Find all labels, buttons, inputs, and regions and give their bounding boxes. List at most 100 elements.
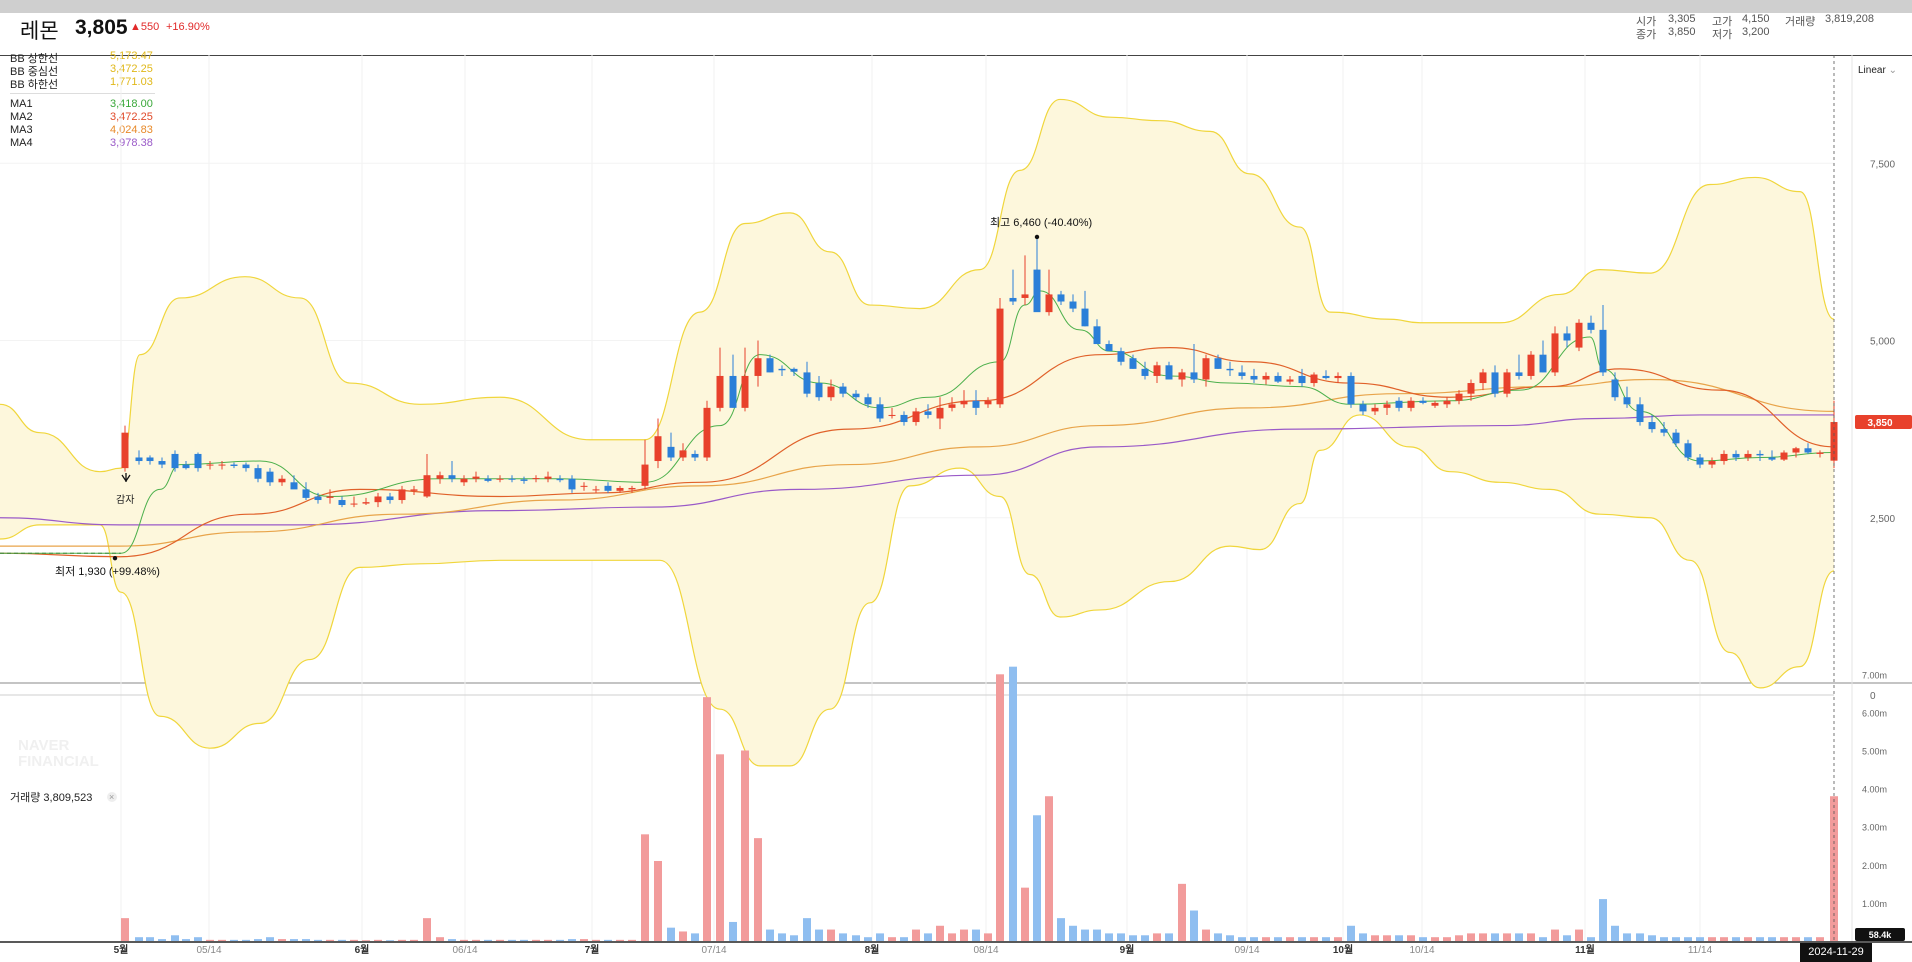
volume-bar — [1262, 937, 1270, 941]
volume-bar — [876, 933, 884, 941]
candle-body — [936, 407, 944, 419]
candle-body — [1165, 365, 1173, 380]
low-annotation: 최저 1,930 (+99.48%) — [55, 565, 160, 578]
candle-body — [679, 450, 687, 458]
candle-body — [266, 471, 274, 483]
high-annotation: 최고 6,460 (-40.40%) — [990, 216, 1092, 229]
volume-bar — [1153, 933, 1161, 941]
volume-bar — [716, 754, 724, 941]
volume-value-label: 58.4k — [1869, 930, 1893, 940]
candle-body — [1202, 358, 1210, 380]
candle-body — [592, 489, 600, 491]
volume-tick-label: 2.00m — [1862, 861, 1887, 871]
scale-toggle-button[interactable]: Linear ⌄ — [1858, 65, 1897, 76]
volume-value: 3,819,208 — [1825, 13, 1874, 25]
volume-bar — [1069, 925, 1077, 941]
candle — [803, 361, 811, 398]
volume-bar — [1178, 883, 1186, 941]
volume-bar — [520, 939, 528, 941]
volume-bar — [766, 929, 774, 941]
chart-app: 레몬 3,805 ▲550 +16.90% 시가 3,305 고가 4,150 … — [0, 13, 1912, 962]
candle-body — [472, 476, 480, 479]
candle-body — [398, 489, 406, 501]
candle — [864, 393, 872, 408]
volume-bar — [206, 939, 214, 941]
volume-label: 거래량 — [1785, 16, 1816, 28]
candle-body — [556, 478, 564, 481]
volume-bar — [423, 918, 431, 941]
volume-bar — [790, 935, 798, 941]
open-value: 3,305 — [1668, 13, 1696, 25]
volume-bar — [1009, 666, 1017, 941]
volume-bar — [839, 933, 847, 941]
candle — [1274, 372, 1282, 384]
candle-body — [1238, 372, 1246, 376]
candle — [1407, 397, 1415, 412]
candle — [1611, 372, 1619, 401]
candle-body — [641, 464, 649, 486]
candle-body — [1792, 448, 1800, 453]
volume-bar — [1105, 933, 1113, 941]
candle — [1527, 351, 1535, 380]
candle — [484, 475, 492, 483]
candle-body — [754, 358, 762, 376]
candle — [1069, 294, 1077, 313]
stock-header: 레몬 3,805 ▲550 +16.90% 시가 3,305 고가 4,150 … — [0, 13, 1912, 56]
volume-bar — [1636, 933, 1644, 941]
volume-bar — [1491, 933, 1499, 941]
x-tick-label: 06/14 — [452, 945, 477, 956]
candle — [936, 397, 944, 430]
close-icon — [107, 792, 117, 802]
price-change: ▲550 — [130, 21, 160, 33]
candle-body — [1455, 393, 1463, 401]
candle — [1515, 354, 1523, 380]
volume-bar — [592, 939, 600, 941]
volume-bar — [568, 939, 576, 941]
volume-bar — [996, 674, 1004, 941]
volume-bar — [852, 935, 860, 941]
volume-bar — [729, 921, 737, 941]
volume-bar — [1756, 937, 1764, 941]
current-price-badge — [1855, 415, 1912, 430]
candle-body — [386, 496, 394, 501]
volume-bar — [1684, 937, 1692, 941]
candle — [1178, 368, 1186, 387]
candle-body — [1419, 400, 1427, 403]
candle — [852, 390, 860, 401]
candle-body — [852, 393, 860, 398]
x-tick-label: 09/14 — [1234, 945, 1259, 956]
candle-body — [1479, 372, 1487, 384]
candle-body — [691, 453, 699, 458]
candle-body — [338, 500, 346, 505]
x-tick-label: 10월 — [1333, 944, 1353, 956]
volume-bar — [1515, 933, 1523, 941]
x-tick-label: 10/14 — [1409, 945, 1434, 956]
candle-body — [410, 489, 418, 491]
candle-body — [1141, 368, 1149, 376]
candle-body — [1178, 372, 1186, 380]
candle — [592, 485, 600, 493]
volume-bar — [1744, 937, 1752, 941]
candle-body — [729, 375, 737, 408]
x-tick-label: 6월 — [355, 944, 370, 956]
candle — [266, 468, 274, 486]
candle — [1202, 354, 1210, 387]
volume-bar — [888, 937, 896, 941]
candle-body — [1093, 326, 1101, 345]
volume-bar — [1057, 918, 1065, 941]
price-change-pct: +16.90% — [166, 21, 210, 33]
candle-body — [628, 487, 636, 490]
candle — [242, 462, 250, 472]
candle-body — [1708, 461, 1716, 465]
candle-body — [654, 436, 662, 462]
volume-bar — [496, 939, 504, 941]
candle — [423, 453, 431, 498]
event-annotation: 감자 — [116, 494, 134, 506]
high-marker — [1034, 234, 1040, 240]
volume-bar — [604, 939, 612, 941]
volume-bar — [1081, 929, 1089, 941]
candle — [1129, 354, 1137, 369]
candle — [1732, 450, 1740, 462]
volume-bar — [1045, 796, 1053, 941]
candle-body — [242, 464, 250, 469]
